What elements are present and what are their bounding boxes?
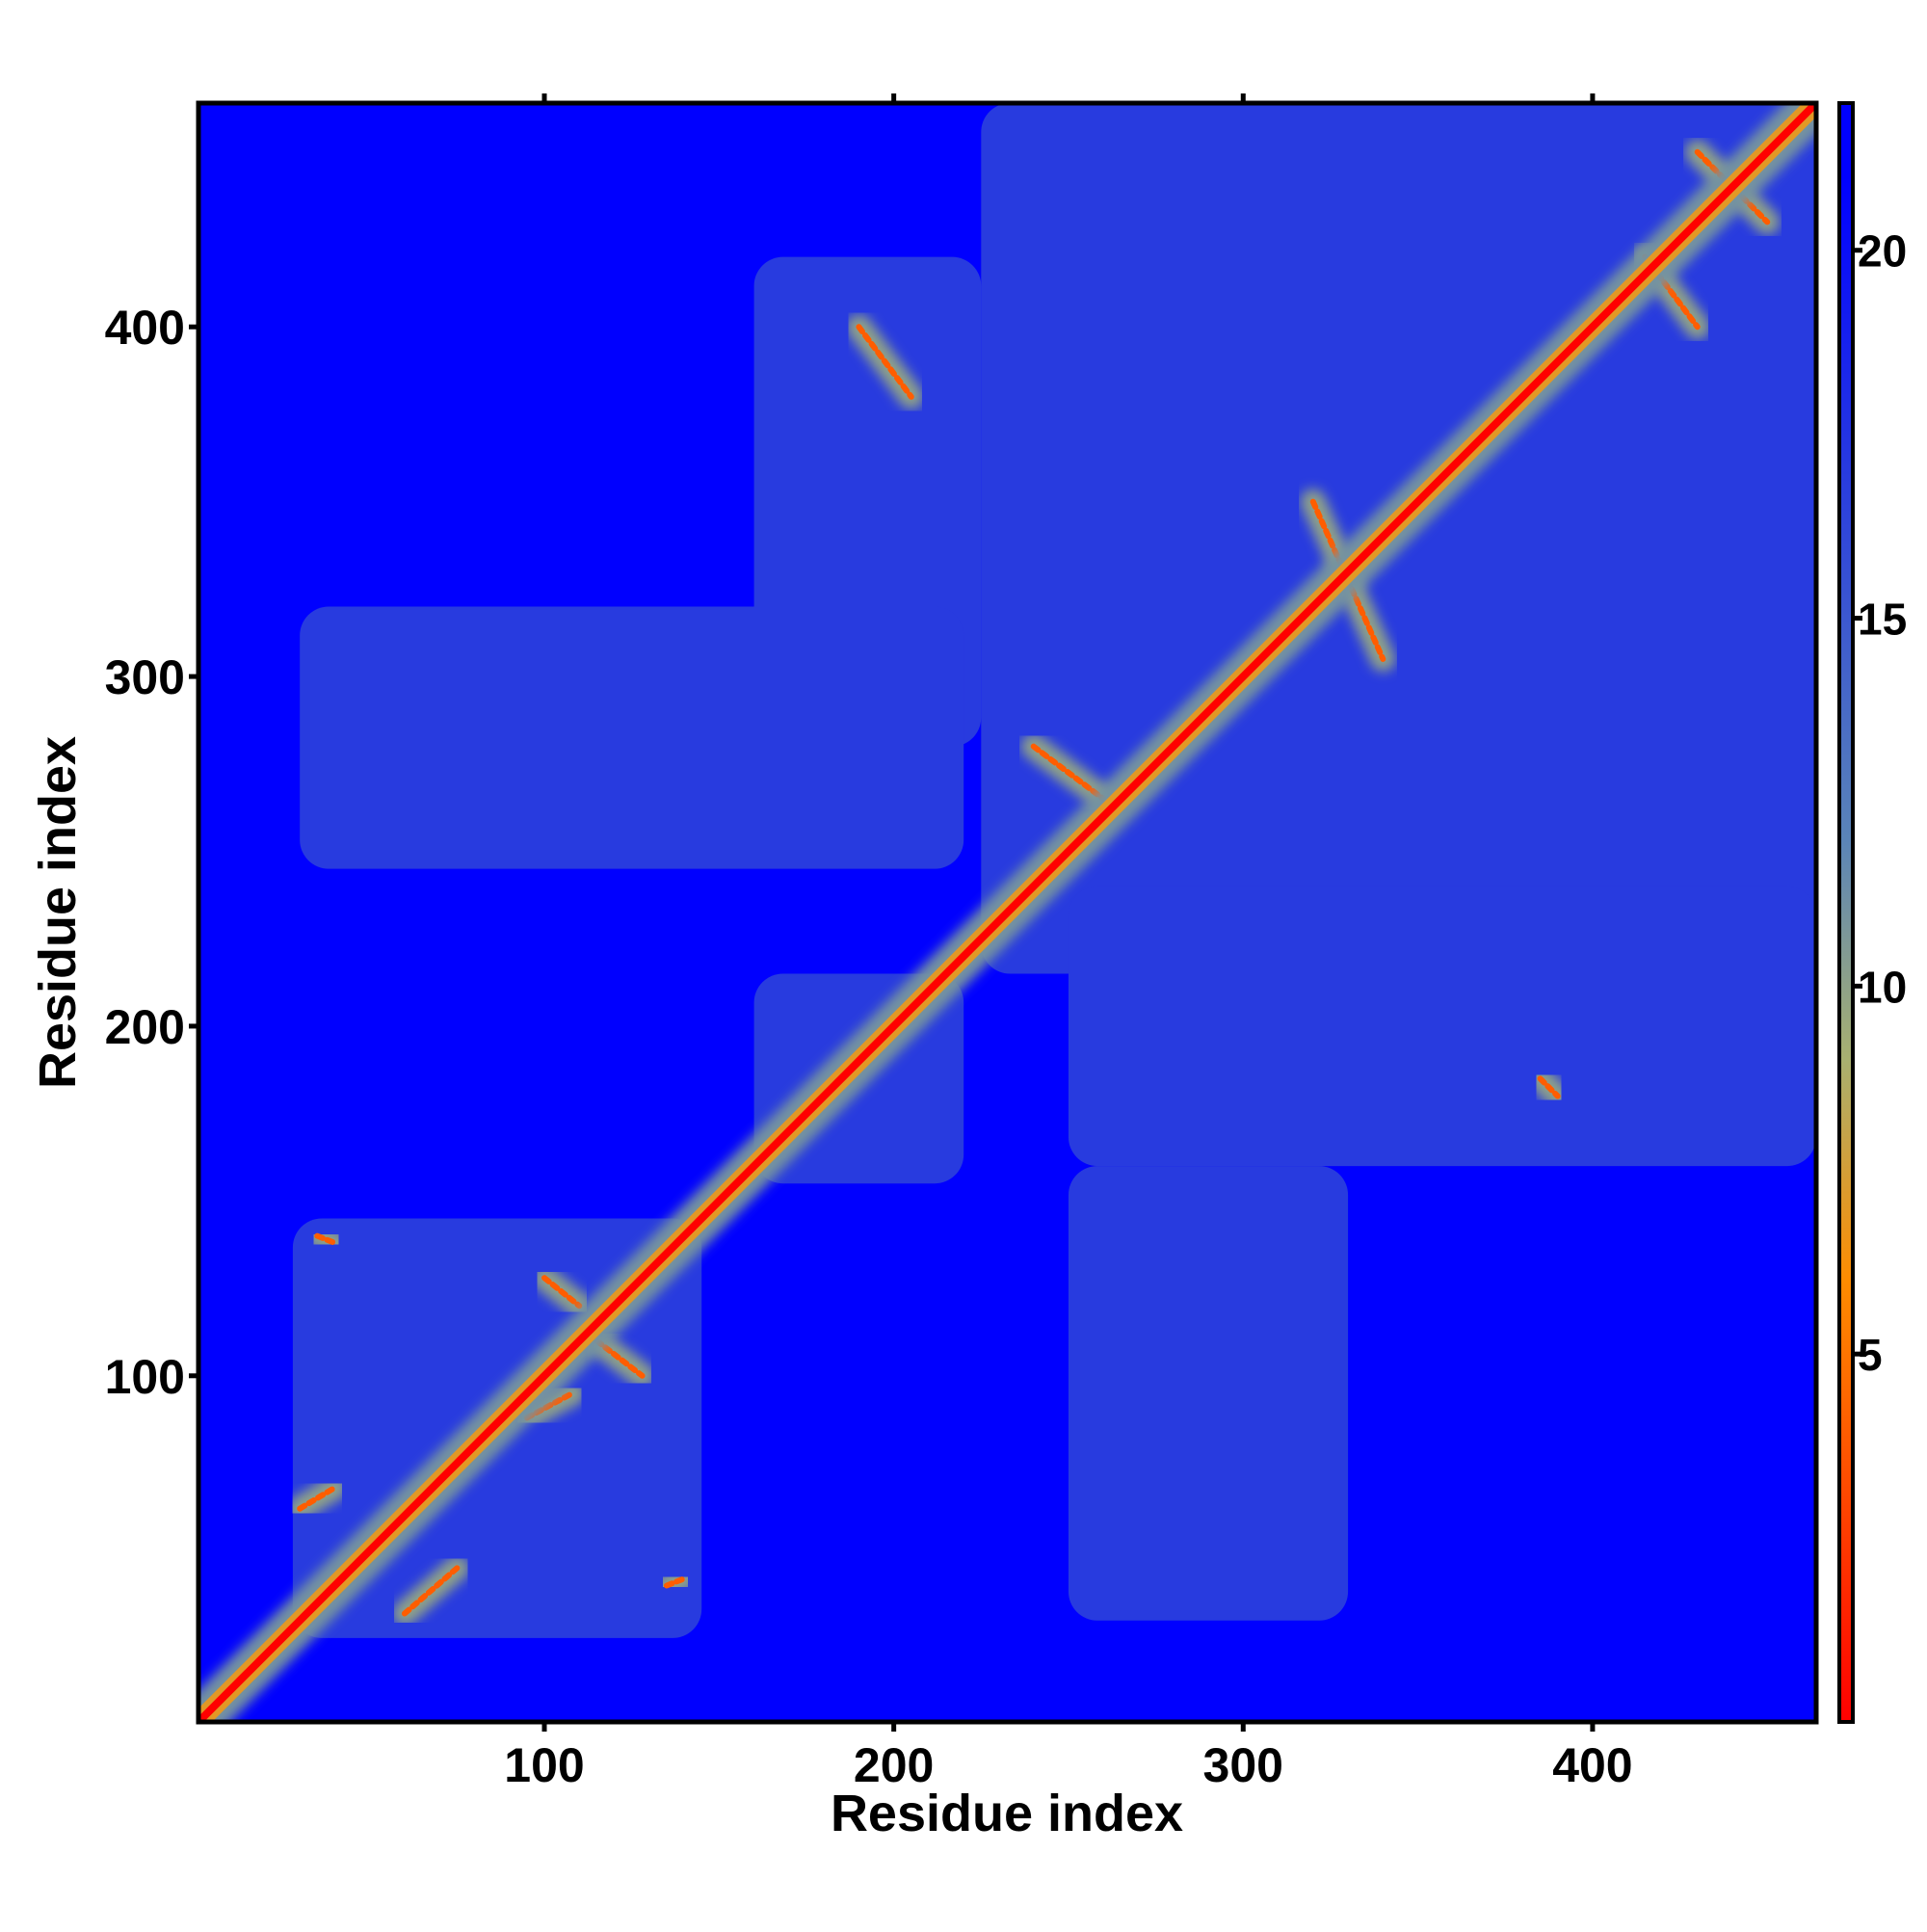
contact-line-13	[1537, 1075, 1561, 1099]
y-tick-label-100: 100	[105, 1350, 185, 1404]
colorbar-gradient	[1839, 103, 1853, 1722]
y-tick-label-400: 400	[105, 301, 185, 355]
colorbar-tick-label-20: 20	[1858, 226, 1907, 277]
colorbar-tick-label-10: 10	[1858, 962, 1907, 1012]
y-tick-label-200: 200	[105, 1000, 185, 1054]
colorbar-tick-label-15: 15	[1858, 595, 1907, 645]
contact-line-6	[314, 1232, 338, 1246]
x-axis-label: Residue index	[831, 1785, 1183, 1842]
colorbar-tick-label-5: 5	[1858, 1330, 1883, 1380]
y-tick-label-300: 300	[105, 650, 185, 704]
colorbar	[1837, 101, 1855, 1724]
x-tick-label-400: 400	[1552, 1738, 1632, 1792]
colorbar-ticks: 5 10 15 20	[1853, 226, 1907, 1380]
heatmap-domain-7	[1068, 1166, 1349, 1621]
contact-line-4	[541, 1275, 583, 1310]
x-tick-label-300: 300	[1203, 1738, 1283, 1792]
contact-line-2	[297, 1484, 338, 1512]
contact-line-11	[1030, 743, 1107, 803]
y-axis: 100 200 300 400	[105, 301, 198, 1404]
heatmap-diagonal	[198, 103, 1816, 1722]
plot-frame	[196, 100, 1819, 1725]
x-axis: 100 200 300 400	[504, 93, 1633, 1792]
colorbar-frame	[1837, 101, 1855, 1724]
heatmap-domain-5	[300, 606, 964, 869]
contact-line-1	[401, 1565, 461, 1617]
heatmap-domain-6	[1068, 886, 1816, 1167]
y-axis-label: Residue index	[29, 736, 87, 1089]
x-tick-label-100: 100	[504, 1738, 584, 1792]
contact-line-7	[663, 1575, 688, 1589]
x-tick-label-200: 200	[854, 1738, 934, 1792]
contact-line-12	[856, 324, 914, 400]
diagonal-line	[198, 103, 1816, 1722]
